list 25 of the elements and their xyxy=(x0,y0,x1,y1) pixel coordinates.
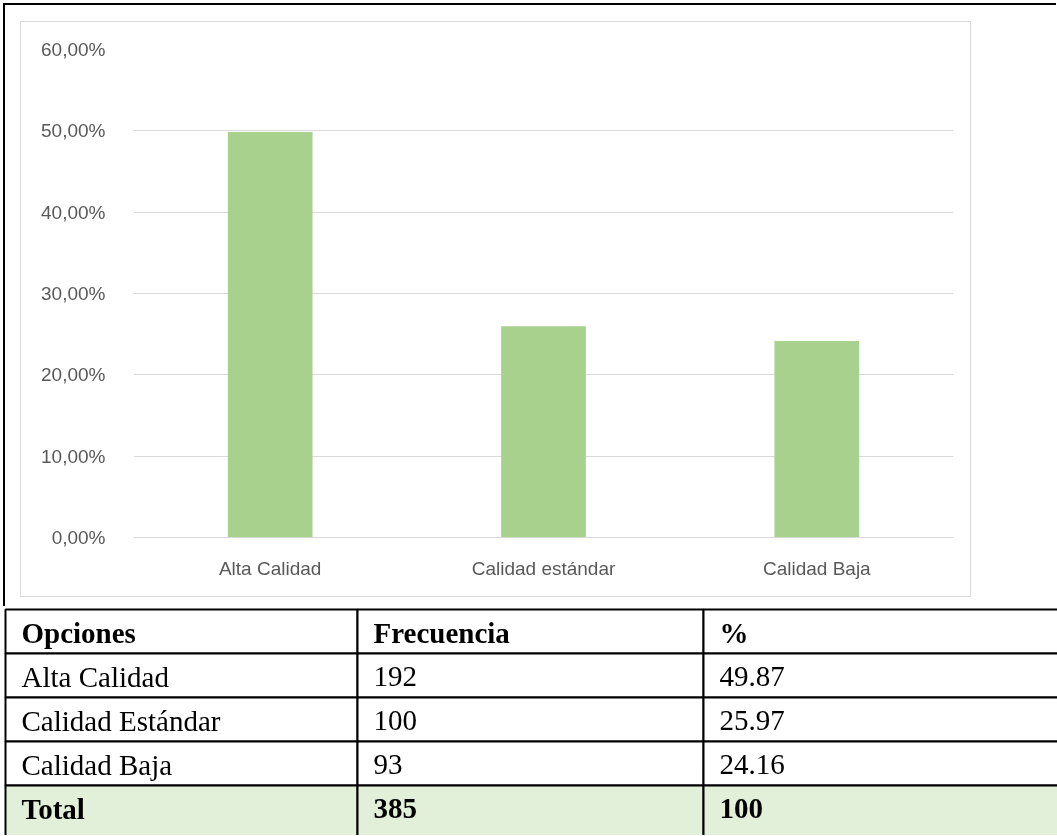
x-tick-label: Alta Calidad xyxy=(218,557,322,579)
y-tick-label: 0,00% xyxy=(51,527,106,548)
y-tick-label: 20,00% xyxy=(41,364,106,386)
category-label: Calidad Baja xyxy=(21,748,173,781)
series-label: % xyxy=(719,616,749,649)
y-tick-label: 10,00% xyxy=(41,445,106,467)
data-label: 385 xyxy=(373,792,417,824)
y-tick-label: 40,00% xyxy=(41,201,106,223)
data-label: 100 xyxy=(719,792,763,824)
data-label: 93 xyxy=(373,748,403,780)
category-label: Alta Calidad xyxy=(21,660,170,693)
y-tick-label: 30,00% xyxy=(41,283,106,304)
data-label: 100 xyxy=(373,704,417,736)
y-tick-label: 60,00% xyxy=(41,39,106,60)
data-label: 49.87 xyxy=(719,660,785,692)
x-tick-label: Calidad Baja xyxy=(762,557,872,579)
series-label: Frecuencia xyxy=(373,616,511,649)
category-label: Calidad Estándar xyxy=(21,704,221,737)
category-label: Total xyxy=(21,792,85,825)
y-tick-label: 50,00% xyxy=(41,120,106,142)
data-label: 24.16 xyxy=(719,748,785,780)
text: Opciones xyxy=(21,616,136,649)
data-label: 192 xyxy=(373,660,417,692)
data-label: 25.97 xyxy=(719,704,785,736)
x-tick-label: Calidad estándar xyxy=(471,557,616,579)
